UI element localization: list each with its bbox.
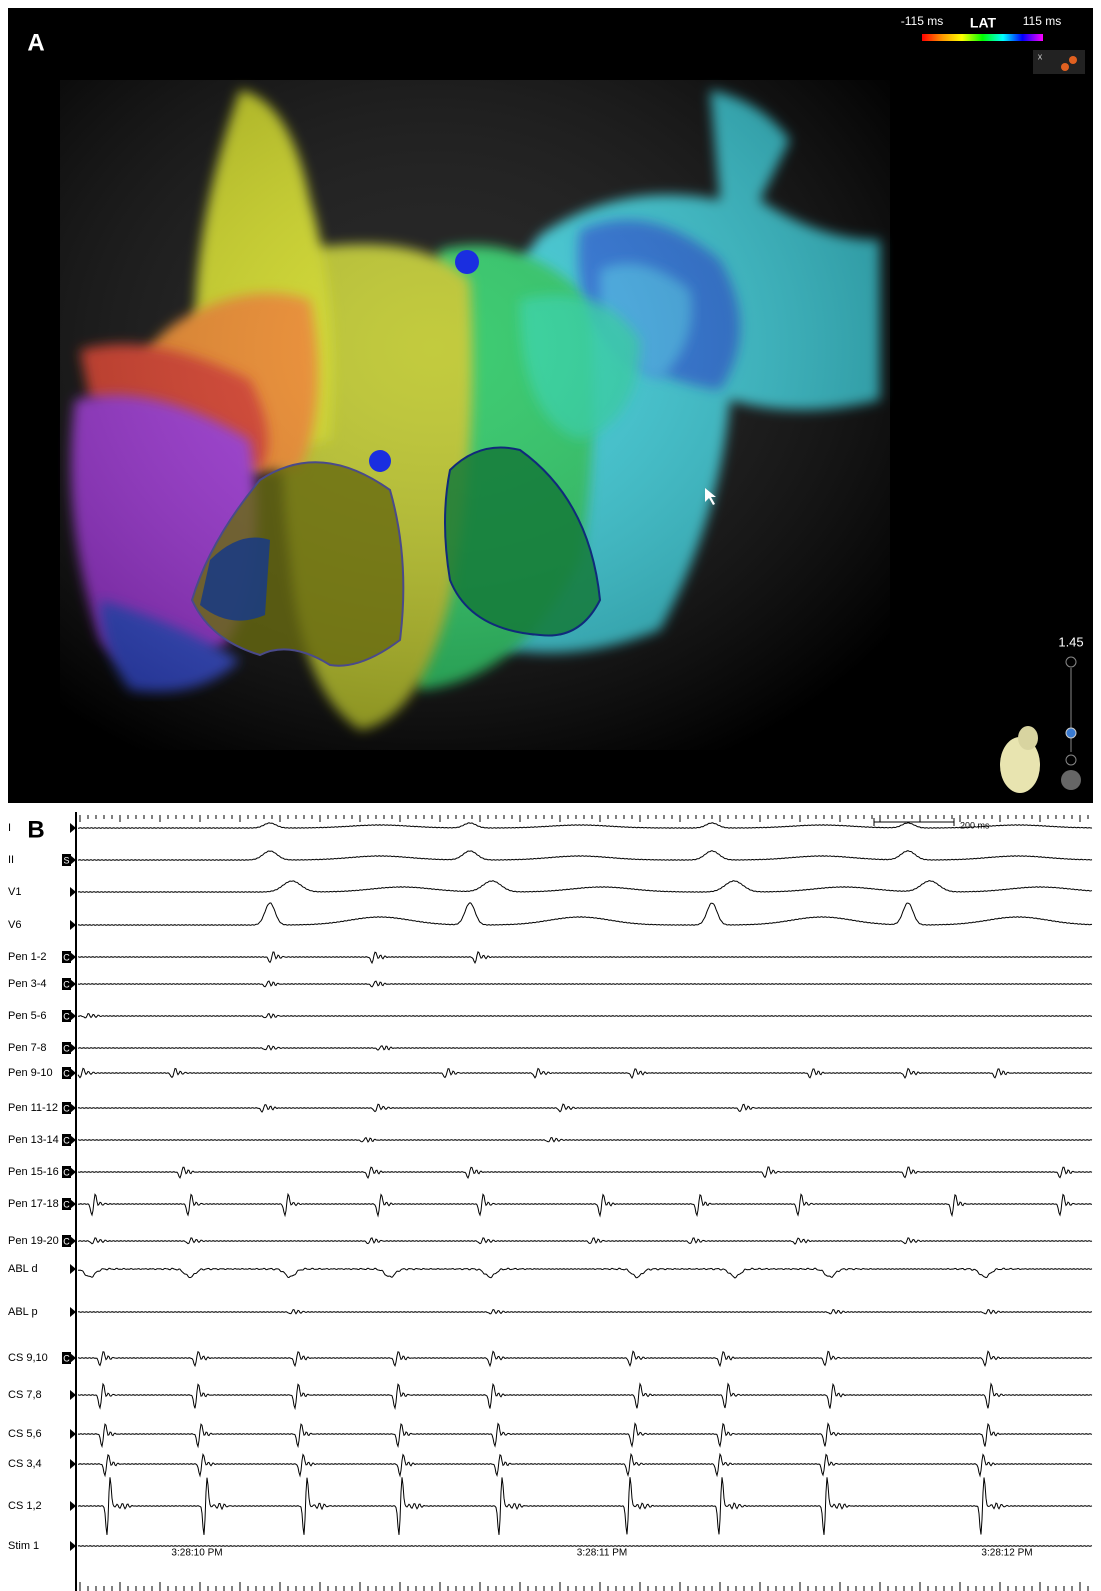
trace	[78, 881, 1092, 893]
legend-min: -115 ms	[901, 14, 943, 28]
panel-label: A	[27, 29, 44, 56]
trace	[78, 851, 1092, 861]
legend-title: LAT	[970, 15, 997, 31]
legend-max: 115 ms	[1023, 14, 1061, 28]
channel-label: Stim 1	[8, 1540, 39, 1552]
trace	[78, 1268, 1092, 1278]
channel-label: Pen 17-18	[8, 1198, 59, 1210]
panel-label: B	[27, 816, 44, 843]
channel-label: CS 1,2	[8, 1500, 42, 1512]
channel-label: ABL d	[8, 1263, 38, 1275]
channel-label: Pen 1-2	[8, 951, 47, 963]
channel-label: Pen 15-16	[8, 1166, 59, 1178]
trace	[78, 1194, 1092, 1215]
channel-badge-text: C	[63, 1011, 70, 1021]
trace	[78, 1104, 1092, 1112]
channel-label: CS 3,4	[8, 1458, 42, 1470]
trace	[78, 1238, 1092, 1244]
channel-badge-text: C	[63, 1236, 70, 1246]
channel-label: CS 9,10	[8, 1352, 48, 1364]
channel-badge-text: C	[63, 952, 70, 962]
channel-badge-text: C	[63, 1167, 70, 1177]
channel-badge-text: C	[63, 1135, 70, 1145]
channel-badge-text: C	[63, 1043, 70, 1053]
trace	[78, 1546, 1092, 1547]
trace	[78, 1477, 1092, 1535]
channel-label: II	[8, 854, 14, 866]
scale-bar-label: 200 ms	[960, 820, 990, 830]
trace	[78, 1046, 1092, 1051]
figure: A -115 ms LAT 115 ms x 1.45 B 200 ms III…	[0, 0, 1101, 1591]
channel-label: V6	[8, 919, 21, 931]
trace	[78, 952, 1092, 963]
channel-badge-text: C	[63, 1353, 70, 1363]
channel-label: CS 7,8	[8, 1389, 42, 1401]
timestamp: 3:28:12 PM	[981, 1548, 1032, 1559]
trace	[78, 1310, 1092, 1314]
channel-label: Pen 11-12	[8, 1102, 58, 1114]
trace	[78, 1138, 1092, 1142]
trace	[78, 903, 1092, 926]
channel-label: Pen 7-8	[8, 1042, 47, 1054]
channel-label: Pen 9-10	[8, 1067, 53, 1079]
3d-map	[60, 80, 890, 750]
channel-badge-text: C	[63, 1068, 70, 1078]
timestamp: 3:28:11 PM	[577, 1548, 627, 1559]
trace	[78, 1014, 1092, 1018]
widget-close[interactable]: x	[1038, 51, 1043, 61]
channel-label: ABL p	[8, 1306, 38, 1318]
channel-badge-text: C	[63, 1103, 70, 1113]
channel-label: Pen 19-20	[8, 1235, 59, 1247]
timestamp: 3:28:10 PM	[171, 1548, 222, 1559]
trace	[78, 981, 1092, 987]
channel-badge-text: S	[63, 855, 69, 865]
channel-label: I	[8, 822, 11, 834]
channel-label: CS 5,6	[8, 1428, 42, 1440]
channel-badge-text: C	[63, 1199, 70, 1209]
trace	[78, 1384, 1092, 1409]
channel-badge-text: C	[63, 979, 70, 989]
zoom-value: 1.45	[1058, 634, 1083, 649]
trace	[78, 1167, 1092, 1178]
trace	[78, 1068, 1092, 1078]
trace	[78, 1351, 1092, 1366]
channel-label: Pen 5-6	[8, 1010, 47, 1022]
channel-label: Pen 3-4	[8, 978, 47, 990]
color-bar	[922, 34, 1043, 41]
page: A -115 ms LAT 115 ms x 1.45 B 200 ms III…	[0, 0, 1101, 1591]
trace	[78, 823, 1092, 829]
channel-label: Pen 13-14	[8, 1134, 59, 1146]
trace	[78, 1424, 1092, 1447]
trace	[78, 1454, 1092, 1475]
channel-label: V1	[8, 886, 21, 898]
